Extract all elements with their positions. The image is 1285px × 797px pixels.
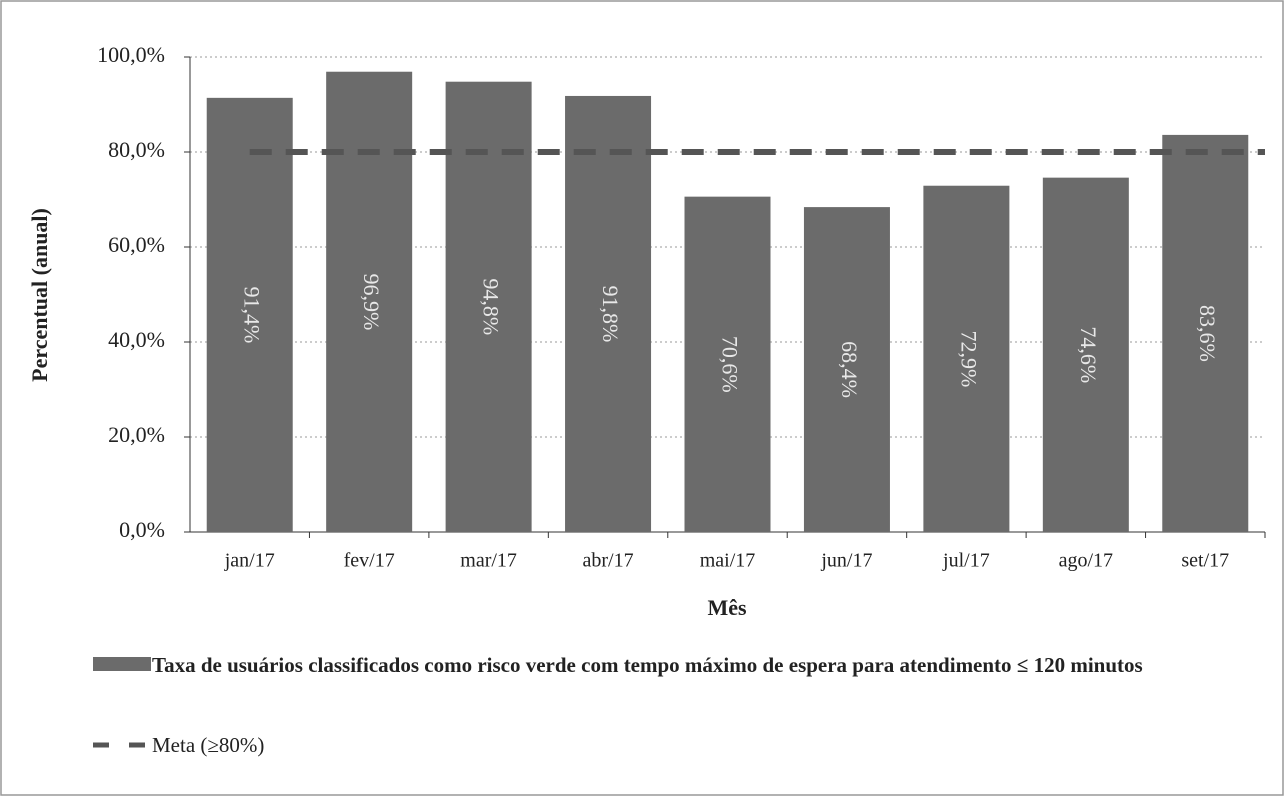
bar — [206, 97, 293, 532]
data-label: 83,6% — [1195, 305, 1220, 362]
bar — [565, 95, 652, 532]
y-axis-label: Percentual (anual) — [27, 208, 52, 382]
bar — [1042, 177, 1129, 532]
legend-entry: Taxa de usuários classificados como risc… — [152, 653, 1143, 677]
data-label: 74,6% — [1076, 326, 1101, 383]
x-tick-label: jun/17 — [820, 550, 872, 572]
x-tick-label: mai/17 — [700, 550, 756, 572]
data-label: 91,8% — [598, 286, 623, 343]
data-label: 70,6% — [717, 336, 742, 393]
x-tick-label: jan/17 — [224, 550, 275, 572]
x-axis-label: Mês — [707, 595, 747, 620]
x-tick-label: fev/17 — [344, 550, 395, 572]
data-label: 72,9% — [956, 330, 981, 387]
data-label: 96,9% — [359, 273, 384, 330]
y-tick-label: 20,0% — [108, 422, 165, 447]
data-label: 94,8% — [479, 278, 504, 335]
legend-entry: Meta (≥80%) — [152, 733, 265, 757]
y-tick-label: 80,0% — [108, 137, 165, 162]
bar — [1162, 134, 1249, 532]
y-tick-label: 40,0% — [108, 327, 165, 352]
bar — [923, 185, 1010, 532]
y-tick-label: 100,0% — [97, 42, 165, 67]
bar — [326, 71, 413, 532]
legend-swatch — [93, 657, 151, 671]
data-label: 91,4% — [240, 287, 265, 344]
bar — [803, 207, 890, 532]
x-tick-label: abr/17 — [583, 550, 634, 572]
x-tick-label: set/17 — [1181, 550, 1229, 572]
data-label: 68,4% — [837, 341, 862, 398]
bar — [684, 196, 771, 532]
y-tick-label: 0,0% — [119, 517, 165, 542]
x-tick-label: jul/17 — [942, 550, 990, 572]
y-tick-label: 60,0% — [108, 232, 165, 257]
bar — [445, 81, 532, 532]
x-tick-label: mar/17 — [460, 550, 517, 572]
x-tick-label: ago/17 — [1059, 550, 1113, 572]
